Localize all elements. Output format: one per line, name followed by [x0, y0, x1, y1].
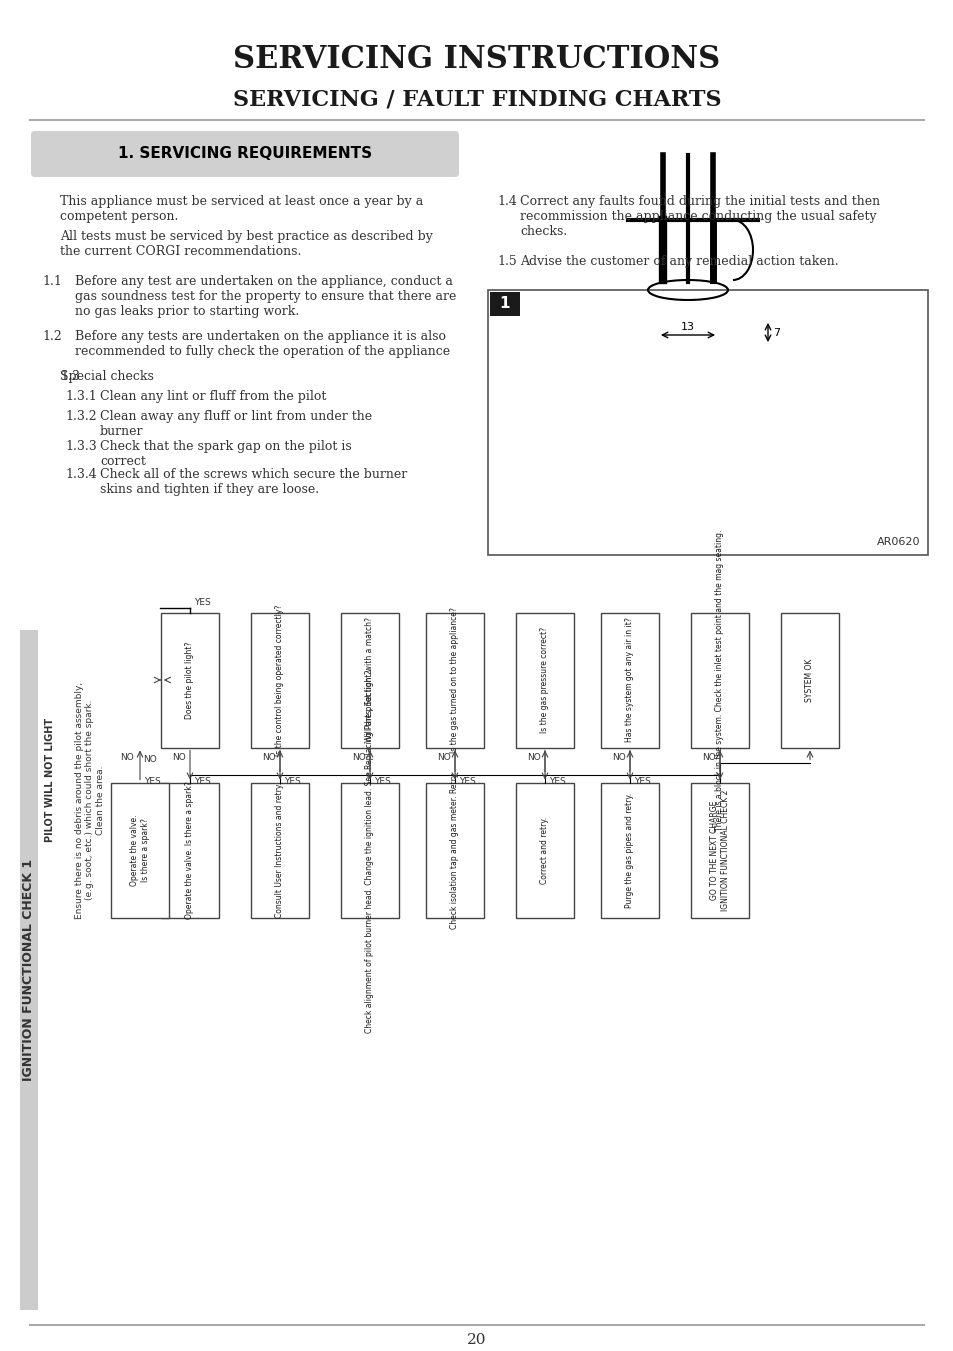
Bar — [161, 612, 219, 747]
Text: Correct and retry.: Correct and retry. — [540, 816, 549, 884]
Text: 1.1: 1.1 — [42, 276, 62, 288]
Text: GO TO THE NEXT CHARGE
IGNITION FUNCTIONAL CHECK 2: GO TO THE NEXT CHARGE IGNITION FUNCTIONA… — [710, 789, 729, 911]
Text: 20: 20 — [467, 1333, 486, 1347]
Text: SERVICING INSTRUCTIONS: SERVICING INSTRUCTIONS — [233, 45, 720, 76]
Text: 13: 13 — [680, 322, 695, 332]
Text: YES: YES — [458, 777, 476, 786]
Text: SYSTEM OK: SYSTEM OK — [804, 658, 814, 701]
Bar — [516, 612, 574, 747]
Bar — [20, 630, 38, 1310]
Text: Advise the customer of any remedial action taken.: Advise the customer of any remedial acti… — [519, 255, 838, 267]
Text: 1.3.3: 1.3.3 — [65, 440, 96, 453]
Text: Correct any faults found during the initial tests and then
recommission the appl: Correct any faults found during the init… — [519, 195, 880, 238]
Text: Before any test are undertaken on the appliance, conduct a
gas soundness test fo: Before any test are undertaken on the ap… — [75, 276, 456, 317]
Text: NO: NO — [262, 753, 275, 762]
Text: 1.5: 1.5 — [497, 255, 517, 267]
Text: Is the control being operated correctly?: Is the control being operated correctly? — [275, 604, 284, 755]
Text: NO: NO — [701, 753, 716, 762]
Text: SERVICING / FAULT FINDING CHARTS: SERVICING / FAULT FINDING CHARTS — [233, 89, 720, 111]
Text: 1.3.4: 1.3.4 — [65, 467, 96, 481]
Text: Is the gas pressure correct?: Is the gas pressure correct? — [540, 627, 549, 734]
Text: Has the system got any air in it?: Has the system got any air in it? — [625, 617, 634, 743]
Text: Check that the spark gap on the pilot is
correct: Check that the spark gap on the pilot is… — [100, 440, 352, 467]
Text: YES: YES — [374, 777, 391, 786]
Text: Does the pilot light?: Does the pilot light? — [185, 642, 194, 719]
Text: There is a block in the system. Check the inlet test point and the mag seating.: There is a block in the system. Check th… — [715, 530, 723, 831]
Bar — [426, 782, 483, 917]
Text: IGNITION FUNCTIONAL CHECK 1: IGNITION FUNCTIONAL CHECK 1 — [23, 859, 35, 1081]
Text: AR0620: AR0620 — [876, 536, 919, 547]
Bar — [488, 290, 927, 555]
FancyBboxPatch shape — [30, 131, 458, 177]
Text: Operate the valve. Is there a spark?: Operate the valve. Is there a spark? — [185, 781, 194, 919]
Text: This appliance must be serviced at least once a year by a
competent person.: This appliance must be serviced at least… — [60, 195, 423, 223]
Bar — [600, 782, 659, 917]
Text: 7: 7 — [772, 328, 780, 338]
Text: Is the gas turned on to the appliance?: Is the gas turned on to the appliance? — [450, 607, 459, 753]
Bar — [161, 782, 219, 917]
Bar — [690, 612, 748, 747]
Text: Purge the gas pipes and retry.: Purge the gas pipes and retry. — [625, 793, 634, 908]
Bar — [516, 782, 574, 917]
Text: YES: YES — [193, 598, 211, 607]
Text: Special checks: Special checks — [60, 370, 153, 382]
Text: NO: NO — [612, 753, 625, 762]
Text: PILOT WILL NOT LIGHT: PILOT WILL NOT LIGHT — [45, 717, 55, 842]
Text: NO: NO — [172, 753, 186, 762]
Text: 1.2: 1.2 — [42, 330, 62, 343]
Text: 1.4: 1.4 — [497, 195, 517, 208]
Text: Before any tests are undertaken on the appliance it is also
recommended to fully: Before any tests are undertaken on the a… — [75, 330, 450, 358]
Text: YES: YES — [144, 777, 161, 786]
Text: NO: NO — [436, 753, 451, 762]
Text: Check all of the screws which secure the burner
skins and tighten if they are lo: Check all of the screws which secure the… — [100, 467, 407, 496]
Text: 1.3.2: 1.3.2 — [65, 409, 96, 423]
Text: Will the pilot light with a match?: Will the pilot light with a match? — [365, 617, 375, 743]
Bar — [251, 612, 309, 747]
Text: Consult User Instructions and retry.: Consult User Instructions and retry. — [275, 782, 284, 917]
Text: All tests must be serviced by best practice as described by
the current CORGI re: All tests must be serviced by best pract… — [60, 230, 433, 258]
Text: YES: YES — [634, 777, 650, 786]
Text: NO: NO — [527, 753, 540, 762]
Text: YES: YES — [193, 777, 211, 786]
Bar — [111, 782, 169, 917]
Bar — [340, 782, 398, 917]
Bar — [690, 782, 748, 917]
Text: NO: NO — [120, 753, 133, 762]
Text: NO: NO — [143, 755, 156, 765]
Text: 1.3.1: 1.3.1 — [65, 390, 96, 403]
Bar — [340, 612, 398, 747]
Text: NO: NO — [352, 753, 366, 762]
Text: Clean away any fluff or lint from under the
burner: Clean away any fluff or lint from under … — [100, 409, 372, 438]
Bar — [781, 612, 838, 747]
Text: 1: 1 — [499, 296, 510, 312]
Text: Check alignment of pilot burner head. Change the ignition lead. See Replacing Pa: Check alignment of pilot burner head. Ch… — [365, 667, 375, 1034]
Bar — [251, 782, 309, 917]
Text: 1.3: 1.3 — [60, 370, 80, 382]
Text: Ensure there is no debris around the pilot assembly,
(e.g. soot, etc.) which cou: Ensure there is no debris around the pil… — [75, 681, 105, 919]
Text: Clean any lint or fluff from the pilot: Clean any lint or fluff from the pilot — [100, 390, 326, 403]
Text: Check isolation tap and gas meter. Retry.: Check isolation tap and gas meter. Retry… — [450, 771, 459, 929]
Text: 1. SERVICING REQUIREMENTS: 1. SERVICING REQUIREMENTS — [118, 146, 372, 162]
Bar — [426, 612, 483, 747]
Text: YES: YES — [548, 777, 565, 786]
Bar — [600, 612, 659, 747]
Bar — [490, 292, 519, 316]
Text: Operate the valve.
Is there a spark?: Operate the valve. Is there a spark? — [131, 815, 150, 886]
Text: YES: YES — [284, 777, 300, 786]
